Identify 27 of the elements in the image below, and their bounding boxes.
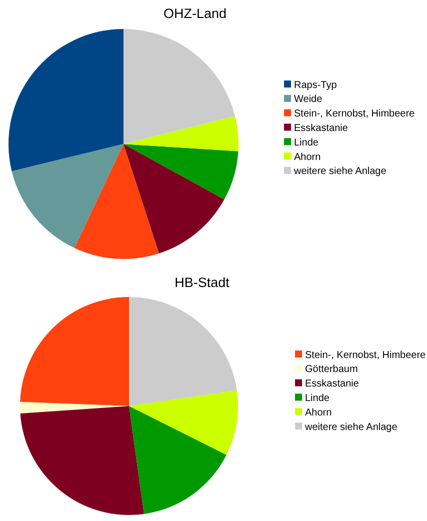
chart-title: HB-Stadt [174,275,230,290]
pie-slice [124,29,236,144]
legend-label: Esskastanie [294,123,348,134]
legend-label: Ahorn [294,152,321,163]
pie-slice [124,116,238,152]
legend-label: Weide [294,94,323,106]
pie-slice [74,144,160,259]
pie-slice [129,406,226,514]
pie-slice [20,406,144,515]
legend-label: Linde [294,137,319,148]
legend-label: Stein-, Kernobst, Himbeere [305,350,426,361]
legend-label: weitere siehe Anlage [293,166,387,178]
pie-slice [129,297,237,406]
pie-slice [124,144,238,200]
legend-label: weitere siehe Anlage [304,422,398,433]
pie-slice [129,390,238,455]
legend-label: Stein-, Kernobst, Himbeere [294,108,416,120]
legend-label: Götterbaum [305,364,358,376]
pie-slice [124,144,224,254]
legend-label: Esskastanie [305,378,360,390]
pie-slice [8,29,124,172]
legend-label: Linde [305,393,330,404]
pie-slice [20,297,129,406]
chart-title: OHZ-Land [163,6,227,21]
legend-label: Ahorn [305,407,332,418]
pie-slice [12,144,124,248]
legend-label: Raps-Typ [294,80,338,91]
